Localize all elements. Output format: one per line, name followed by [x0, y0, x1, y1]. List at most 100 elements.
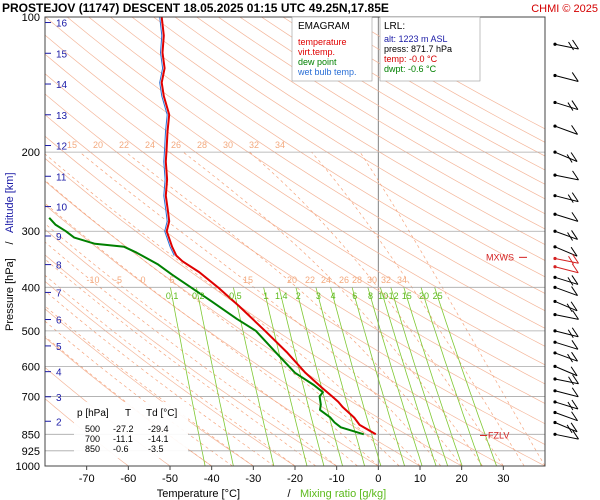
dry-adiabat [218, 17, 545, 215]
temperature-tick-label: 0 [375, 473, 381, 485]
wind-barb-flag [567, 102, 574, 111]
wind-barb-dot [553, 329, 557, 333]
mixing-ratio-label: 2 [296, 291, 301, 301]
lrl-press: press: 871.7 hPa [384, 44, 452, 54]
wind-barb-flag [570, 301, 578, 312]
levels-row-t: -27.2 [113, 424, 134, 434]
wind-barb-flag [571, 263, 579, 273]
wind-barb-flag [566, 424, 573, 434]
pressure-tick-label: 200 [22, 147, 40, 159]
altitude-tick-label: 8 [56, 261, 62, 272]
wind-barb-flag [571, 212, 579, 222]
temperature-tick-label: -70 [79, 473, 95, 485]
dry-adiabat [45, 34, 545, 366]
wind-barb-flag [571, 100, 579, 110]
wind-barb [554, 266, 579, 274]
wind-barb-flag [571, 411, 578, 421]
altitude-tick-label: 7 [56, 288, 62, 299]
altitude-tick-label: 4 [56, 368, 62, 379]
lrl-box: LRL: alt: 1223 m ASL press: 871.7 hPa te… [379, 16, 481, 82]
wind-barb-flag [572, 39, 579, 50]
dry-adiabat [131, 17, 545, 278]
adiabat-label: 30 [223, 140, 233, 150]
adiabat-label: 20 [93, 140, 103, 150]
adiabat-label: -5 [114, 275, 122, 285]
altitude-tick-label: 11 [56, 172, 67, 183]
wind-barb [554, 390, 579, 398]
wind-barb-flag [567, 194, 574, 203]
wind-barb [554, 125, 578, 135]
mixing-ratio-label: 0.2 [192, 291, 205, 301]
dry-adiabat [110, 17, 545, 294]
wind-barb-dot [553, 285, 557, 289]
series-layer [48, 17, 377, 436]
moist-adiabat [311, 151, 525, 466]
wind-barb-dot [553, 173, 557, 177]
adiabat-label: 5 [169, 275, 174, 285]
wind-barb [554, 257, 579, 264]
altitude-tick-label: 16 [56, 19, 68, 30]
temperature-tick-label: -20 [287, 473, 303, 485]
wind-barb [554, 246, 578, 257]
altitude-tick-label: 6 [56, 316, 62, 327]
mixing-ratio-label: 6 [352, 291, 357, 301]
dry-adiabat [66, 17, 545, 329]
wind-barb [554, 300, 578, 312]
altitude-tick-label: 15 [56, 49, 68, 60]
dry-adiabat [239, 17, 545, 200]
wind-barb-flag [567, 401, 574, 411]
adiabat-label: 24 [321, 275, 331, 285]
wind-barb-flag [568, 376, 574, 386]
wind-barb-flag [567, 277, 574, 286]
lrl-temp: temp: -0.0 °C [384, 54, 438, 64]
mixing-ratio-label: 15 [402, 291, 412, 301]
wind-barb-flag [568, 255, 574, 265]
wind-barb-dot [553, 124, 557, 128]
wind-barb [554, 174, 579, 181]
adiabat-label: 32 [249, 140, 259, 150]
adiabat-label: 15 [67, 140, 77, 150]
adiabat-label: 34 [397, 275, 407, 285]
series-wet-bulb [159, 17, 175, 256]
wind-barb-flag [570, 422, 578, 433]
pressure-tick-label: 500 [22, 326, 40, 338]
mixing-ratio-label: 25 [433, 291, 443, 301]
adiabat-label: 22 [305, 275, 315, 285]
wind-barb [554, 43, 579, 50]
pressure-tick-label: 850 [22, 429, 40, 441]
wind-barb-flag [566, 303, 573, 313]
wind-barb [554, 230, 578, 240]
pressure-tick-label: 400 [22, 282, 40, 294]
grid-layer [45, 17, 545, 466]
wind-barb-flag [566, 154, 573, 163]
wind-barb [554, 151, 578, 162]
temperature-tick-label: -30 [245, 473, 261, 485]
pressure-tick-label: 700 [22, 391, 40, 403]
altitude-tick-label: 3 [56, 393, 62, 404]
wind-barb-dot [553, 212, 557, 216]
legend-item-wet-bulb: wet bulb temp. [297, 67, 357, 77]
levels-header-td: Td [°C] [146, 408, 177, 419]
levels-row-p: 700 [85, 434, 100, 444]
wind-barb-dot [553, 340, 557, 344]
chart-title: PROSTEJOV (11747) DESCENT 18.05.2025 01:… [2, 1, 389, 15]
levels-table: p [hPa] T Td [°C] 500 -27.2 -29.4 700 -1… [74, 402, 188, 458]
altitude-tick-label: 5 [56, 342, 62, 353]
wind-barb-dot [553, 312, 557, 317]
adiabat-label: 28 [197, 140, 207, 150]
wind-barb [554, 433, 579, 440]
wind-barb-dot [553, 194, 557, 198]
temperature-tick-label: -50 [162, 473, 178, 485]
legend-item-dew-point: dew point [298, 57, 337, 67]
legend-box [291, 16, 373, 82]
wind-barb [554, 330, 579, 338]
wind-barb-dot [553, 229, 557, 233]
x-axis-label-temperature: Temperature [°C] [157, 488, 240, 500]
mixing-ratio-label: 0.5 [229, 291, 242, 301]
temperature-tick-label: -10 [329, 473, 345, 485]
wind-barb-flag [567, 353, 573, 363]
altitude-tick-label: 2 [56, 417, 62, 428]
wind-barb [554, 341, 579, 350]
series-temperature [160, 17, 377, 436]
wind-barb [554, 75, 579, 82]
